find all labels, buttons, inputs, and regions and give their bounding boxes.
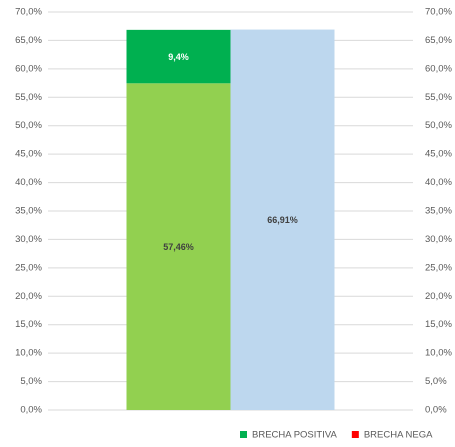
data-label: 66,91% [267, 215, 298, 225]
legend-swatch [351, 431, 359, 438]
y2-tick-label: 10,0% [425, 348, 452, 359]
y2-tick-label: 0,0% [425, 405, 447, 416]
y2-tick-label: 50,0% [425, 120, 452, 131]
y-tick-label: 5,0% [20, 376, 42, 387]
legend-swatch [240, 431, 247, 438]
y2-tick-label: 65,0% [425, 35, 452, 46]
y-tick-label: 35,0% [15, 206, 42, 217]
bar-segment [126, 83, 231, 410]
y2-tick-label: 30,0% [425, 234, 452, 245]
y-tick-label: 0,0% [20, 405, 42, 416]
bar-segment [126, 29, 231, 84]
y2-tick-label: 45,0% [425, 149, 452, 160]
data-label: 9,4% [168, 52, 189, 62]
y-tick-label: 10,0% [15, 348, 42, 359]
y2-tick-label: 40,0% [425, 177, 452, 188]
y2-tick-label: 35,0% [425, 206, 452, 217]
legend-label: BRECHA NEGA [364, 430, 433, 441]
y2-tick-label: 15,0% [425, 319, 452, 330]
y-tick-label: 65,0% [15, 35, 42, 46]
y2-tick-label: 5,0% [425, 376, 447, 387]
y2-tick-label: 20,0% [425, 291, 452, 302]
y2-tick-label: 25,0% [425, 262, 452, 273]
y-tick-label: 40,0% [15, 177, 42, 188]
y-tick-label: 15,0% [15, 319, 42, 330]
y-tick-label: 70,0% [15, 7, 42, 18]
y2-tick-label: 60,0% [425, 63, 452, 74]
bar-segment [230, 29, 335, 411]
y-tick-label: 20,0% [15, 291, 42, 302]
y2-tick-label: 70,0% [425, 7, 452, 18]
y-tick-label: 25,0% [15, 262, 42, 273]
data-label: 57,46% [163, 242, 194, 252]
y-tick-label: 55,0% [15, 92, 42, 103]
y-tick-label: 50,0% [15, 120, 42, 131]
y-tick-label: 45,0% [15, 149, 42, 160]
legend-label: BRECHA POSITIVA [252, 430, 337, 441]
y2-tick-label: 55,0% [425, 92, 452, 103]
y-tick-label: 60,0% [15, 63, 42, 74]
y-tick-label: 30,0% [15, 234, 42, 245]
